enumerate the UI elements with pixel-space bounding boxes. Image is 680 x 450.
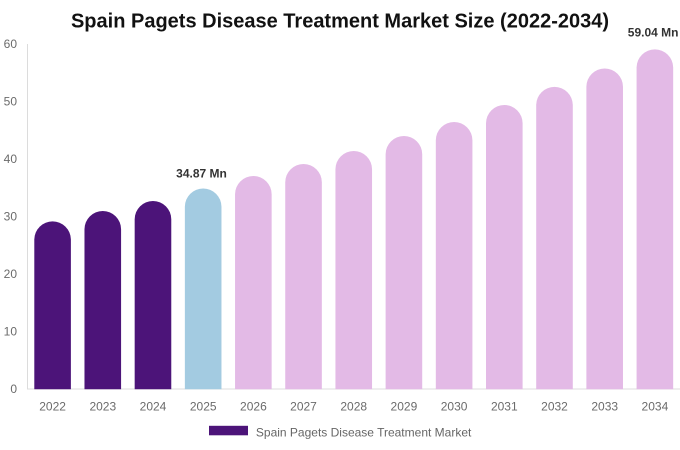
- svg-text:2029: 2029: [391, 400, 418, 414]
- svg-text:34.87 Mn: 34.87 Mn: [176, 167, 227, 181]
- svg-text:30: 30: [4, 210, 18, 224]
- svg-text:2031: 2031: [491, 400, 518, 414]
- svg-text:20: 20: [4, 267, 18, 281]
- svg-text:2032: 2032: [541, 400, 568, 414]
- svg-text:Spain Pagets Disease Treatment: Spain Pagets Disease Treatment Market Si…: [71, 10, 609, 32]
- svg-text:2022: 2022: [39, 400, 66, 414]
- svg-text:2034: 2034: [642, 400, 669, 414]
- svg-text:10: 10: [4, 325, 18, 339]
- svg-text:50: 50: [4, 95, 18, 109]
- svg-text:2028: 2028: [340, 400, 367, 414]
- svg-text:59.04 Mn: 59.04 Mn: [628, 26, 679, 40]
- svg-text:2025: 2025: [190, 400, 217, 414]
- svg-text:40: 40: [4, 152, 18, 166]
- svg-text:2023: 2023: [89, 400, 116, 414]
- svg-text:2024: 2024: [140, 400, 167, 414]
- svg-text:0: 0: [10, 382, 17, 396]
- svg-text:Spain Pagets Disease Treatment: Spain Pagets Disease Treatment Market: [256, 426, 472, 440]
- svg-text:60: 60: [4, 37, 18, 51]
- svg-text:2026: 2026: [240, 400, 267, 414]
- svg-text:2030: 2030: [441, 400, 468, 414]
- svg-text:2027: 2027: [290, 400, 317, 414]
- svg-text:2033: 2033: [591, 400, 618, 414]
